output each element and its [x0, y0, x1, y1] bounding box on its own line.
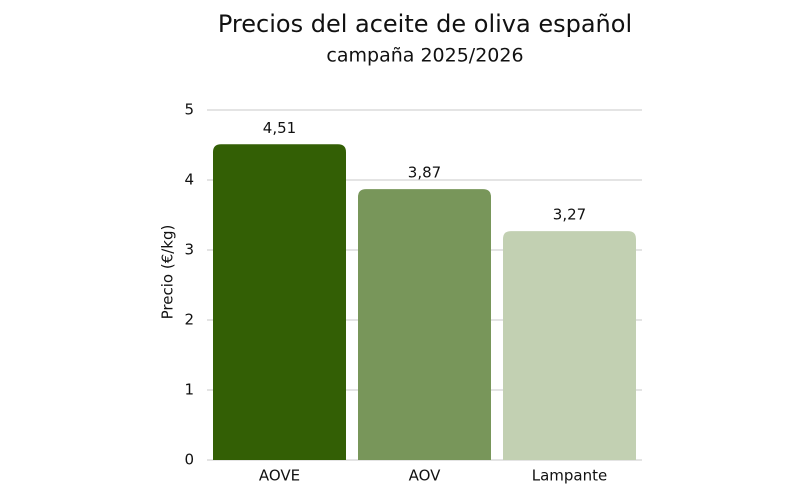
value-label: 3,87: [408, 164, 441, 182]
bar: [503, 231, 636, 460]
x-tick-label: AOV: [409, 467, 442, 485]
y-axis-label: Precio (€/kg): [159, 225, 177, 320]
y-tick-label: 1: [184, 381, 194, 399]
y-tick-label: 4: [184, 171, 194, 189]
y-tick-label: 3: [184, 241, 194, 259]
y-tick-label: 0: [184, 451, 194, 469]
x-tick-label: Lampante: [532, 467, 608, 485]
y-tick-label: 5: [184, 101, 194, 119]
y-tick-label: 2: [184, 311, 194, 329]
bar: [358, 189, 491, 460]
chart-title: Precios del aceite de oliva español: [218, 10, 632, 38]
bar: [213, 144, 346, 461]
chart-subtitle: campaña 2025/2026: [326, 45, 523, 67]
x-tick-label: AOVE: [259, 467, 300, 485]
value-label: 3,27: [553, 206, 586, 224]
value-label: 4,51: [263, 119, 296, 137]
